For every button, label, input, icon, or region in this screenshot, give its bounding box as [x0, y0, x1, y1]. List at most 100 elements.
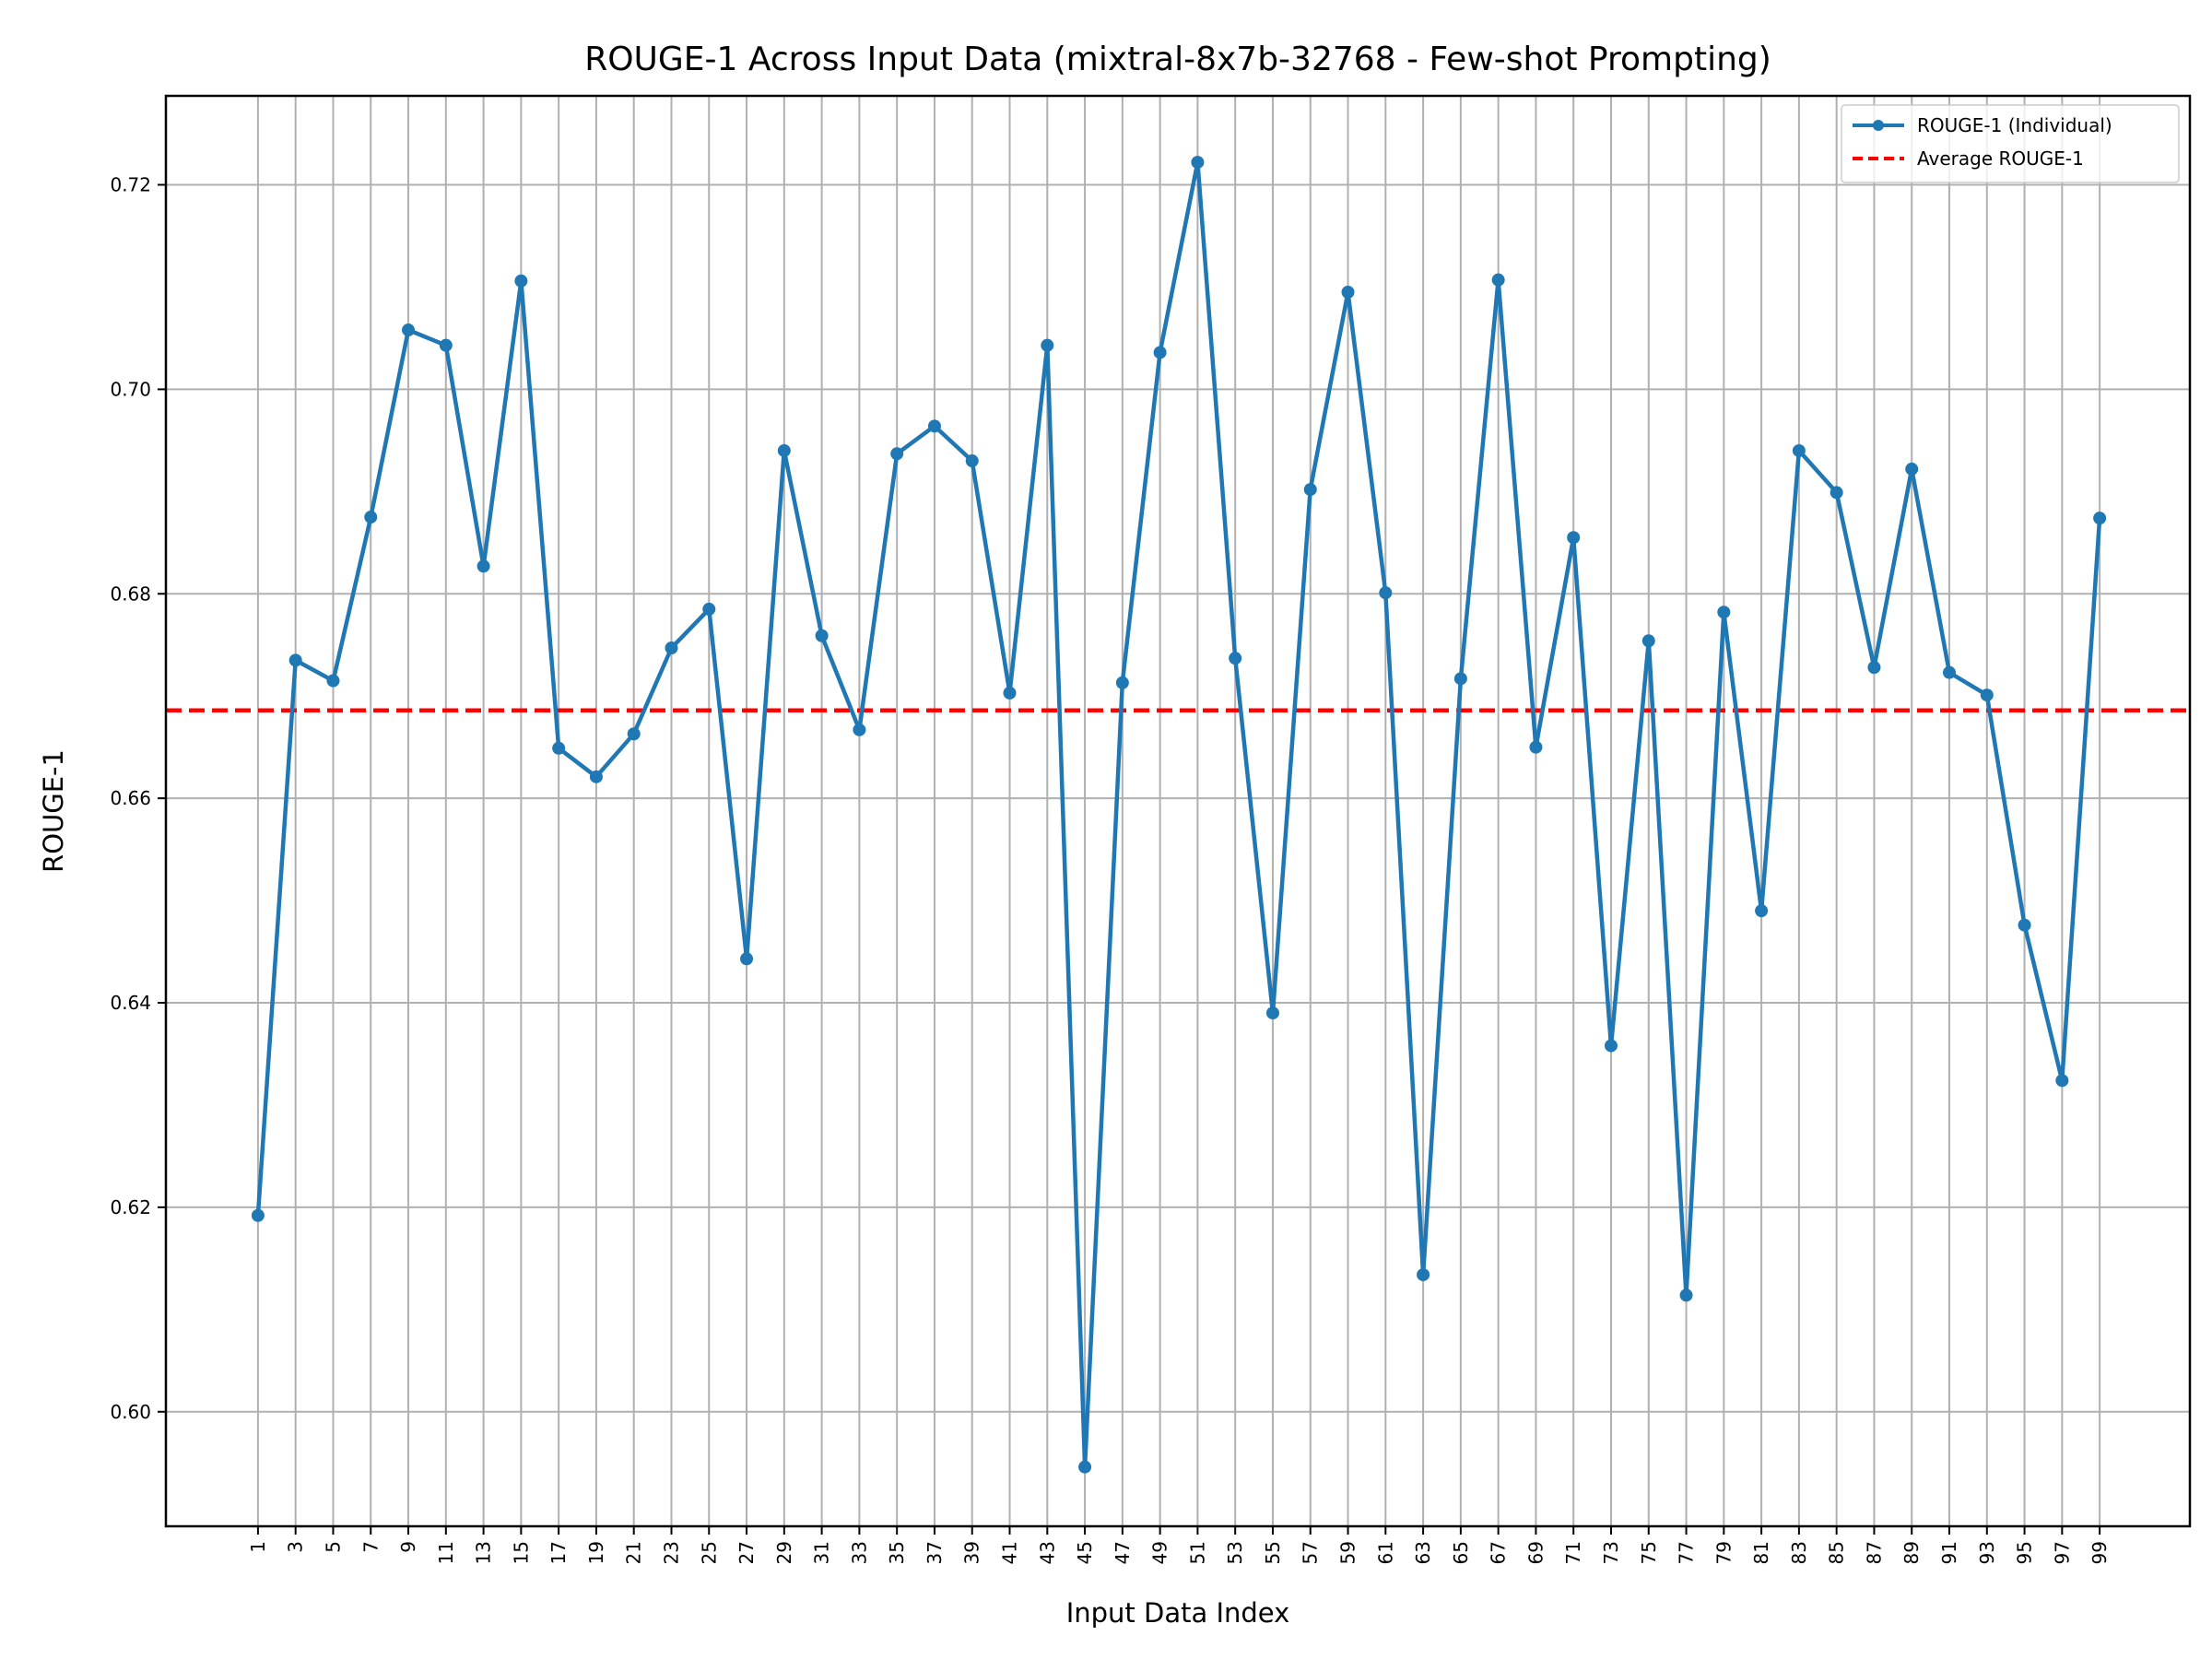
data-point: [364, 511, 378, 524]
data-point: [552, 741, 566, 755]
data-point: [288, 653, 302, 667]
data-point: [777, 443, 791, 457]
x-tick-label: 57: [1300, 1541, 1322, 1564]
data-point: [514, 274, 528, 288]
data-point: [1191, 156, 1205, 170]
data-point: [1679, 1288, 1693, 1302]
x-tick-label: 71: [1562, 1541, 1584, 1564]
x-tick-label: 3: [285, 1541, 307, 1553]
x-axis-label: Input Data Index: [1066, 1597, 1290, 1629]
x-tick-label: 25: [698, 1541, 720, 1564]
x-tick-label: 53: [1224, 1541, 1246, 1564]
data-point: [2018, 918, 2031, 932]
data-point: [1491, 273, 1505, 287]
x-tick-label: 51: [1186, 1541, 1208, 1564]
data-point: [1980, 688, 1994, 702]
data-point: [1379, 586, 1393, 600]
legend: ROUGE-1 (Individual) Average ROUGE-1: [1841, 104, 2180, 183]
x-tick-label: 27: [735, 1541, 758, 1564]
x-tick-label: 73: [1600, 1541, 1622, 1564]
data-point: [890, 447, 904, 461]
data-point: [1717, 606, 1731, 619]
data-point: [1792, 443, 1806, 457]
x-tick-label: 29: [773, 1541, 795, 1564]
data-point: [1755, 904, 1769, 918]
x-tick-label: 43: [1036, 1541, 1058, 1564]
chart-title: ROUGE-1 Across Input Data (mixtral-8x7b-…: [584, 41, 1771, 78]
data-point: [1453, 672, 1467, 686]
data-point: [1341, 285, 1355, 299]
x-tick-label: 35: [886, 1541, 908, 1564]
x-tick-label: 75: [1638, 1541, 1660, 1564]
y-tick-label: 0.68: [110, 582, 151, 605]
data-point: [439, 338, 453, 352]
x-tick-label: 93: [1976, 1541, 1998, 1564]
data-point: [740, 952, 754, 966]
data-point: [1867, 661, 1881, 675]
x-tick-label: 97: [2051, 1541, 2073, 1564]
x-tick-label: 83: [1788, 1541, 1810, 1564]
x-tick-label: 67: [1488, 1541, 1510, 1564]
x-tick-label: 7: [359, 1541, 382, 1553]
x-tick-label: 17: [547, 1541, 570, 1564]
data-point: [402, 324, 416, 337]
data-point: [1229, 652, 1242, 665]
x-tick-label: 59: [1337, 1541, 1359, 1564]
data-point: [1265, 1006, 1279, 1020]
x-tick-label: 85: [1826, 1541, 1848, 1564]
axes-frame: [164, 94, 2192, 1528]
data-point: [589, 770, 603, 783]
y-tick-label: 0.60: [110, 1401, 151, 1423]
data-point: [927, 419, 941, 433]
data-point: [1567, 531, 1581, 545]
x-tick-label: 37: [924, 1541, 946, 1564]
x-tick-label: 99: [2088, 1541, 2111, 1564]
x-tick-label: 1: [247, 1541, 269, 1553]
x-tick-label: 63: [1412, 1541, 1434, 1564]
data-point: [1115, 676, 1129, 689]
series-line: [255, 159, 2102, 1469]
data-point: [2055, 1074, 2069, 1088]
x-tick-label: 21: [623, 1541, 645, 1564]
data-point: [1003, 686, 1017, 700]
data-point: [815, 629, 829, 642]
x-tick-label: 31: [811, 1541, 833, 1564]
y-tick-label: 0.62: [110, 1196, 151, 1218]
x-tick-label: 65: [1450, 1541, 1472, 1564]
legend-label-average: Average ROUGE-1: [1917, 147, 2084, 170]
x-tick-label: 45: [1074, 1541, 1096, 1564]
y-axis-ticks: 0.60 0.62 0.64 0.66 0.68 0.70 0.72: [110, 174, 166, 1423]
data-point: [326, 674, 340, 688]
x-tick-label: 77: [1676, 1541, 1698, 1564]
series-layer: [251, 156, 2107, 1474]
data-point: [2093, 512, 2107, 525]
y-axis-label: ROUGE-1: [38, 749, 69, 873]
x-tick-label: 5: [322, 1541, 344, 1553]
y-tick-label: 0.66: [110, 787, 151, 809]
x-tick-label: 47: [1112, 1541, 1134, 1564]
data-point: [1604, 1039, 1618, 1053]
x-tick-label: 61: [1374, 1541, 1396, 1564]
x-tick-label: 55: [1262, 1541, 1284, 1564]
data-point: [853, 723, 866, 736]
data-point: [1943, 665, 1957, 679]
data-point: [627, 727, 641, 741]
x-tick-label: 69: [1524, 1541, 1547, 1564]
x-tick-label: 19: [585, 1541, 607, 1564]
data-point: [1417, 1268, 1430, 1282]
y-tick-label: 0.64: [110, 992, 151, 1014]
data-point: [1641, 634, 1655, 648]
data-point: [702, 602, 716, 616]
y-tick-label: 0.72: [110, 174, 151, 196]
x-tick-label: 33: [848, 1541, 870, 1564]
data-point: [1830, 486, 1843, 500]
x-tick-label: 39: [961, 1541, 983, 1564]
data-point: [1529, 740, 1543, 754]
x-tick-label: 49: [1149, 1541, 1171, 1564]
x-tick-label: 91: [1938, 1541, 1960, 1564]
x-tick-label: 13: [473, 1541, 495, 1564]
data-point: [1041, 338, 1054, 352]
x-tick-label: 9: [397, 1541, 419, 1553]
data-point: [1303, 483, 1317, 497]
